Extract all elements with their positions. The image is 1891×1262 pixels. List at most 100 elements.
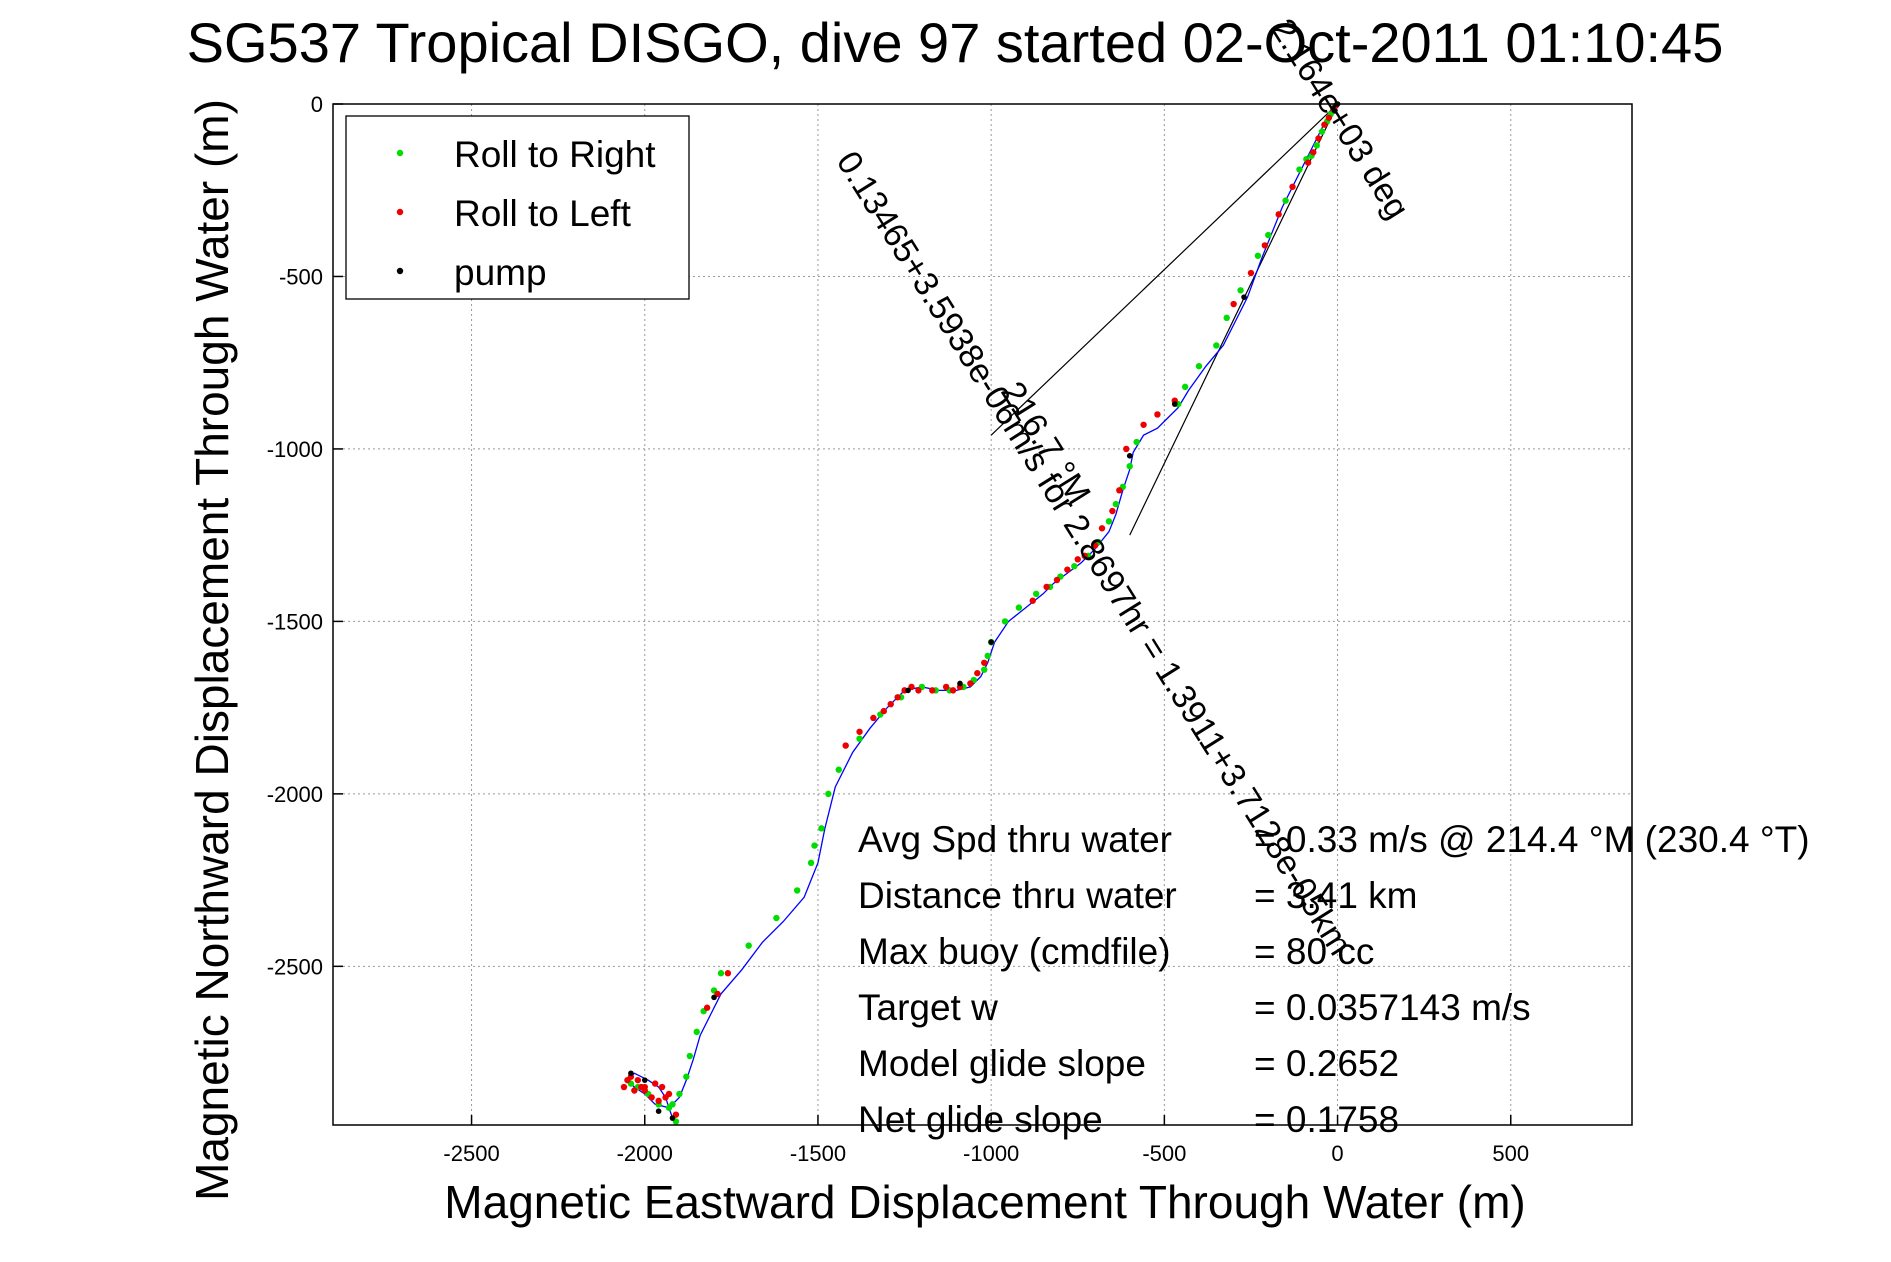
roll-right-point xyxy=(665,1104,673,1111)
stat-label: Avg Spd thru water xyxy=(858,819,1172,860)
legend: Roll to Right Roll to Left pump xyxy=(345,115,690,300)
y-tick-label: 0 xyxy=(311,92,323,117)
roll-right-point xyxy=(1133,438,1140,446)
pump-point xyxy=(1171,401,1178,407)
roll-right-point xyxy=(1237,287,1244,294)
roll-left-point xyxy=(655,1097,662,1105)
roll-right-point xyxy=(1296,166,1303,173)
stat-label: Net glide slope xyxy=(858,1099,1103,1140)
legend-label: Roll to Left xyxy=(454,193,632,234)
roll-right-point xyxy=(835,766,842,773)
roll-right-point xyxy=(745,942,752,949)
roll-right-point xyxy=(1126,462,1133,470)
y-axis-label: Magnetic Northward Displacement Through … xyxy=(186,99,238,1201)
roll-left-point xyxy=(1261,242,1269,249)
legend-marker xyxy=(396,208,404,216)
roll-left-point xyxy=(981,659,988,666)
roll-left-point xyxy=(1064,566,1071,573)
pump-point xyxy=(988,639,994,645)
roll-left-point xyxy=(1275,211,1282,218)
stat-value: = 80 cc xyxy=(1254,931,1374,972)
roll-left-point xyxy=(658,1083,666,1091)
roll-right-point xyxy=(811,842,818,849)
roll-right-point xyxy=(1105,518,1113,525)
roll-left-point xyxy=(1289,183,1296,190)
roll-left-point xyxy=(929,687,936,694)
roll-right-point xyxy=(1195,362,1203,370)
roll-right-point xyxy=(683,1073,690,1080)
roll-left-point xyxy=(1247,269,1255,277)
roll-left-point xyxy=(1140,421,1147,428)
pump-point xyxy=(711,994,717,1001)
roll-left-point xyxy=(1230,300,1237,308)
roll-and-pump-points xyxy=(620,101,1341,1125)
roll-left-point xyxy=(1123,445,1130,453)
roll-left-point xyxy=(724,970,732,977)
pump-point xyxy=(1126,453,1133,459)
roll-left-point xyxy=(631,1087,638,1094)
roll-right-point xyxy=(1015,604,1023,611)
roll-right-point xyxy=(1254,252,1262,259)
x-axis-label: Magnetic Eastward Displacement Through W… xyxy=(444,1176,1525,1228)
stat-label: Max buoy (cmdfile) xyxy=(858,931,1171,972)
roll-right-point xyxy=(1223,314,1230,322)
x-tick-label: -1000 xyxy=(963,1141,1019,1166)
roll-left-point xyxy=(870,714,877,722)
roll-right-point xyxy=(984,652,991,660)
roll-left-point xyxy=(974,669,981,677)
x-tick-label: 0 xyxy=(1331,1141,1343,1166)
roll-left-point xyxy=(894,694,901,701)
roll-left-point xyxy=(641,1083,648,1091)
legend-label: Roll to Right xyxy=(454,134,656,175)
roll-left-point xyxy=(1098,525,1106,532)
roll-left-point xyxy=(1325,114,1333,121)
roll-left-point xyxy=(1116,487,1123,494)
pump-point xyxy=(1241,294,1247,300)
roll-right-point xyxy=(981,666,988,673)
pump-point xyxy=(655,1108,662,1115)
y-tick-label: -1000 xyxy=(267,437,323,462)
stat-value: = 0.2652 xyxy=(1254,1043,1399,1084)
roll-right-point xyxy=(1112,500,1120,508)
roll-left-point xyxy=(665,1090,673,1098)
legend-marker xyxy=(396,149,404,157)
y-tick-label: -500 xyxy=(279,264,323,289)
roll-left-point xyxy=(703,1004,711,1011)
plot-frame xyxy=(332,103,1633,1126)
roll-right-point xyxy=(1032,590,1040,598)
roll-left-point xyxy=(887,700,894,708)
roll-left-point xyxy=(1074,556,1081,563)
roll-left-point xyxy=(1310,149,1317,156)
fit-line xyxy=(1129,103,1339,536)
roll-left-point xyxy=(1053,576,1061,584)
stat-label: Target w xyxy=(858,987,998,1028)
pump-point xyxy=(905,687,911,694)
roll-right-point xyxy=(676,1090,683,1098)
legend-marker xyxy=(396,267,404,275)
roll-right-point xyxy=(1001,618,1009,625)
stat-value: = 0.0357143 m/s xyxy=(1254,987,1531,1028)
x-tick-label: -2000 xyxy=(617,1141,673,1166)
roll-left-point xyxy=(842,742,849,749)
pump-point xyxy=(669,1115,676,1121)
x-tick-label: -1500 xyxy=(790,1141,846,1166)
roll-right-point xyxy=(1313,142,1320,149)
x-tick-label: 500 xyxy=(1492,1141,1529,1166)
roll-left-point xyxy=(880,707,887,715)
roll-right-point xyxy=(825,790,832,798)
roll-left-point xyxy=(1154,411,1161,418)
stat-value: = 0.33 m/s @ 214.4 °M (230.4 °T) xyxy=(1254,819,1810,860)
roll-right-point xyxy=(1265,231,1272,239)
roll-left-point xyxy=(1091,542,1099,549)
stat-label: Distance thru water xyxy=(858,875,1177,916)
fit-lines xyxy=(990,103,1339,536)
roll-right-point xyxy=(793,887,801,894)
stat-value: = 3.41 km xyxy=(1254,875,1418,916)
roll-right-point xyxy=(1071,563,1078,570)
stat-label: Model glide slope xyxy=(858,1043,1146,1084)
roll-left-point xyxy=(1304,159,1312,166)
roll-left-point xyxy=(1043,583,1050,591)
y-tick-label: -2000 xyxy=(267,782,323,807)
